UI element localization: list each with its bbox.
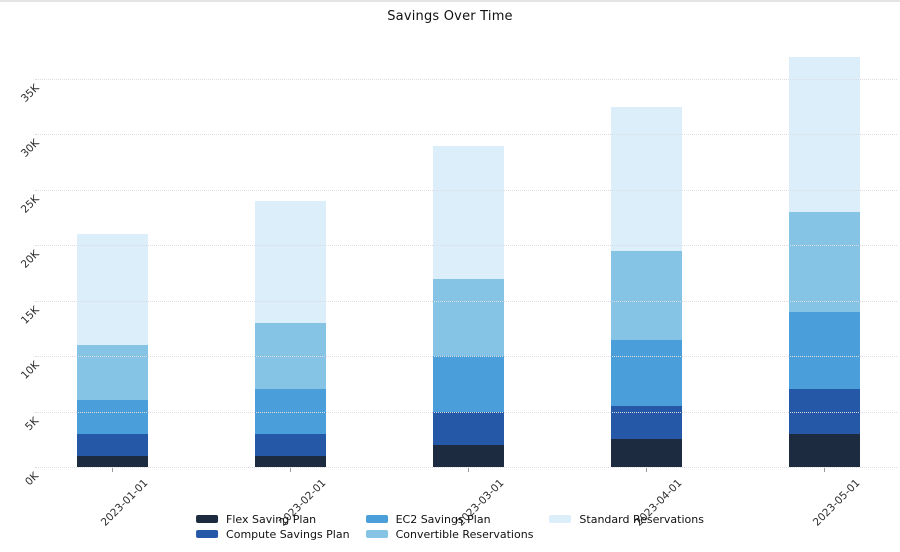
gridline-15K — [35, 300, 897, 302]
bar-segment — [76, 234, 148, 346]
y-axis-tick-label: 35K — [18, 82, 42, 105]
x-axis-tick — [646, 468, 648, 472]
bar-segment — [76, 433, 148, 456]
legend-item: Convertible Reservations — [365, 527, 534, 541]
bar-segment — [610, 439, 682, 467]
legend-label: Convertible Reservations — [395, 527, 534, 541]
bar-segment — [610, 250, 682, 340]
x-axis-tick-label: 2023-01-01 — [98, 477, 151, 529]
legend-label: Flex Saving Plan — [226, 512, 317, 526]
legend-item: Compute Savings Plan — [196, 527, 350, 541]
y-axis-tick-label: 25K — [18, 192, 42, 216]
bar-segment — [610, 339, 682, 406]
gridline-10K — [35, 356, 897, 358]
bar-segment — [788, 433, 860, 467]
legend-item: Flex Saving Plan — [196, 512, 350, 526]
bar-segment — [76, 345, 148, 401]
gridline-0K — [35, 467, 897, 468]
bar-segment — [76, 455, 148, 467]
x-axis-tick — [290, 468, 292, 472]
gridline-35K — [35, 79, 897, 80]
x-axis-tick — [112, 468, 113, 472]
y-axis-tick-label: 10K — [18, 359, 42, 382]
bar-segment — [254, 322, 326, 390]
bar-segment — [788, 389, 860, 434]
y-axis-tick-label: 5K — [23, 414, 42, 433]
bar-segment — [254, 433, 326, 456]
bar-segment — [432, 145, 504, 279]
legend-column: Flex Saving Plan Compute Savings Plan — [196, 512, 350, 541]
legend-item: Standard Reservations — [549, 512, 704, 526]
bar-segment — [610, 406, 682, 440]
x-axis-tick-label: 2023-05-01 — [811, 477, 863, 529]
gridline-25K — [35, 189, 897, 191]
bar-segment — [432, 444, 504, 467]
legend-swatch-icon — [196, 515, 219, 523]
x-axis-tick — [824, 468, 826, 472]
legend-swatch-icon — [365, 530, 388, 538]
gridline-5K — [35, 411, 897, 413]
bar-segment — [254, 389, 326, 434]
bar-segment — [432, 411, 504, 445]
bar-segment — [254, 200, 326, 323]
bar-segment — [788, 311, 860, 390]
legend-column: EC2 Savings Plan Convertible Reservations — [365, 512, 534, 541]
gridline-20K — [35, 245, 897, 247]
bar-segment — [76, 400, 148, 434]
legend-swatch-icon — [549, 515, 572, 523]
top-border-line — [0, 0, 900, 2]
legend-label: Compute Savings Plan — [226, 527, 350, 541]
bar-segment — [432, 278, 504, 357]
legend-column: Standard Reservations — [549, 512, 704, 526]
bar-segment — [432, 356, 504, 412]
y-axis-tick-label: 0K — [23, 470, 42, 489]
y-axis-tick-label: 15K — [18, 303, 42, 327]
y-axis-tick-label: 20K — [18, 248, 42, 272]
bar-segment — [254, 455, 326, 467]
legend-swatch-icon — [365, 515, 388, 523]
chart-legend: Flex Saving Plan Compute Savings Plan EC2 … — [196, 512, 704, 541]
bar-segment — [788, 212, 860, 312]
legend-label: EC2 Savings Plan — [395, 512, 491, 526]
legend-label: Standard Reservations — [579, 512, 704, 526]
bar-segment — [610, 106, 682, 251]
chart-title: Savings Over Time — [387, 9, 513, 24]
legend-swatch-icon — [196, 530, 219, 538]
gridline-30K — [35, 134, 897, 136]
x-axis-tick — [468, 468, 470, 472]
legend-item: EC2 Savings Plan — [365, 512, 534, 526]
y-axis-tick-label: 30K — [18, 137, 42, 161]
